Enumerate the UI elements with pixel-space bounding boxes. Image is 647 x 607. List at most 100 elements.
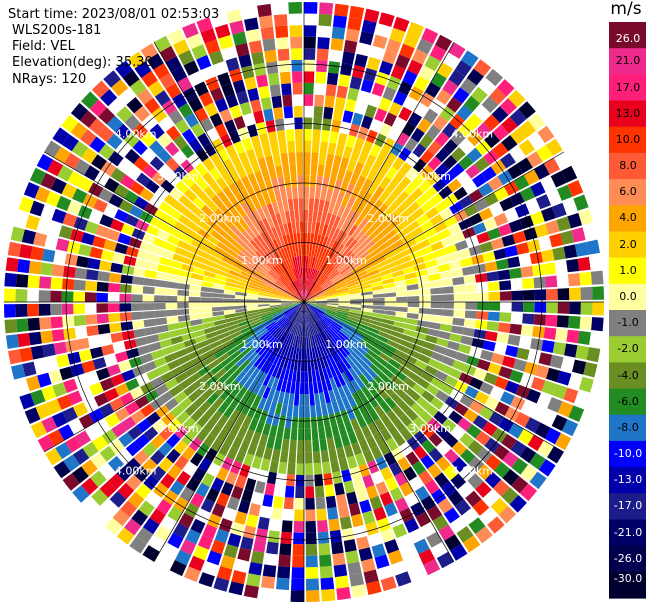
range-gate: [236, 386, 248, 399]
range-gate: [45, 448, 63, 466]
range-gate: [323, 391, 331, 404]
range-gate: [486, 271, 499, 282]
range-gate: [330, 240, 339, 252]
range-gate: [497, 269, 511, 281]
range-gate: [328, 177, 336, 191]
range-gate: [307, 267, 311, 280]
range-gate: [450, 425, 466, 440]
range-gate: [289, 245, 295, 258]
range-gate: [583, 362, 598, 378]
range-gate: [336, 85, 348, 99]
range-gate: [369, 277, 382, 284]
range-gate: [165, 56, 182, 73]
range-gate: [520, 373, 535, 388]
range-gate: [154, 208, 168, 222]
range-gate: [327, 142, 337, 156]
range-gate: [417, 118, 432, 134]
range-gate: [207, 513, 222, 529]
range-gate: [364, 8, 380, 23]
range-gate: [373, 506, 387, 521]
range-gate: [375, 481, 389, 496]
range-gate: [479, 241, 494, 253]
range-gate: [338, 294, 350, 299]
range-gate: [288, 310, 297, 320]
range-gate: [178, 103, 193, 119]
range-gate: [262, 316, 274, 323]
range-gate: [327, 353, 336, 365]
range-gate: [504, 245, 519, 258]
range-gate: [255, 528, 268, 542]
range-gate: [214, 246, 227, 256]
range-gate: [104, 517, 123, 536]
range-gate: [137, 88, 154, 105]
range-gate: [179, 270, 193, 278]
range-gate: [373, 185, 385, 199]
range-gate: [341, 268, 353, 277]
range-gate: [335, 283, 347, 290]
range-gate: [337, 132, 348, 146]
range-gate: [430, 351, 444, 362]
range-gate: [320, 129, 330, 143]
range-gate: [304, 371, 309, 383]
range-gate: [348, 224, 358, 237]
range-gate: [289, 346, 295, 359]
range-gate: [358, 233, 369, 245]
range-gate: [174, 221, 188, 233]
range-gate: [304, 71, 315, 83]
range-gate: [207, 234, 220, 246]
range-gate: [247, 405, 258, 418]
range-gate: [167, 464, 182, 480]
range-gate: [254, 480, 266, 494]
range-gate: [287, 334, 294, 346]
range-gate: [52, 127, 70, 145]
range-gate: [317, 381, 324, 394]
range-gate: [458, 372, 473, 385]
range-gate: [70, 363, 85, 377]
range-gate: [364, 104, 377, 119]
range-gate: [381, 348, 394, 358]
range-gate: [349, 290, 361, 295]
range-gate: [374, 338, 387, 348]
range-gate: [500, 302, 512, 312]
range-gate: [294, 294, 304, 302]
range-gate: [285, 287, 295, 296]
range-gate: [109, 322, 122, 333]
range-gate: [389, 461, 403, 477]
range-gate: [332, 363, 341, 376]
range-gate: [296, 267, 301, 280]
range-gate: [198, 250, 212, 260]
range-gate: [247, 309, 259, 314]
range-gate: [523, 169, 540, 186]
range-gate: [459, 432, 475, 448]
range-gate: [215, 176, 228, 190]
range-gate: [312, 439, 320, 452]
range-gate: [109, 397, 125, 412]
range-gate: [142, 232, 156, 245]
range-gate: [265, 257, 275, 268]
range-gate: [452, 276, 465, 286]
range-gate: [423, 559, 441, 576]
range-gate: [423, 227, 438, 239]
range-gate: [463, 95, 481, 113]
range-gate: [236, 90, 249, 105]
range-gate: [518, 336, 532, 349]
range-gate: [351, 442, 362, 456]
range-gate: [63, 378, 78, 393]
range-gate: [545, 314, 558, 327]
range-gate: [305, 440, 312, 452]
range-gate: [406, 312, 419, 320]
range-gate: [298, 198, 304, 210]
range-gate: [443, 215, 458, 228]
range-gate: [200, 291, 213, 298]
range-gate: [154, 90, 171, 106]
range-gate: [425, 334, 438, 344]
range-gate: [372, 232, 385, 244]
range-gate: [218, 35, 234, 50]
range-gate: [397, 80, 413, 96]
range-gate: [283, 345, 290, 357]
range-gate: [399, 43, 415, 59]
range-gate: [259, 288, 271, 293]
range-gate: [219, 260, 232, 270]
range-gate: [501, 434, 517, 450]
range-gate: [194, 360, 208, 372]
